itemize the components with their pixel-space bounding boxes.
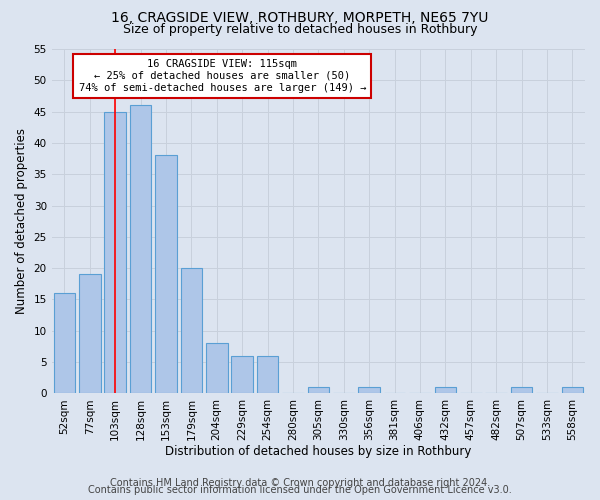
Bar: [206, 344, 227, 394]
Text: 16 CRAGSIDE VIEW: 115sqm
← 25% of detached houses are smaller (50)
74% of semi-d: 16 CRAGSIDE VIEW: 115sqm ← 25% of detach…: [79, 60, 366, 92]
Bar: [79, 274, 101, 394]
Bar: [562, 387, 583, 394]
Bar: [130, 106, 151, 394]
Y-axis label: Number of detached properties: Number of detached properties: [15, 128, 28, 314]
Bar: [358, 387, 380, 394]
Bar: [511, 387, 532, 394]
Text: Contains public sector information licensed under the Open Government Licence v3: Contains public sector information licen…: [88, 485, 512, 495]
Bar: [257, 356, 278, 394]
X-axis label: Distribution of detached houses by size in Rothbury: Distribution of detached houses by size …: [165, 444, 472, 458]
Text: Contains HM Land Registry data © Crown copyright and database right 2024.: Contains HM Land Registry data © Crown c…: [110, 478, 490, 488]
Bar: [434, 387, 456, 394]
Bar: [104, 112, 126, 394]
Bar: [308, 387, 329, 394]
Bar: [155, 156, 177, 394]
Bar: [232, 356, 253, 394]
Text: 16, CRAGSIDE VIEW, ROTHBURY, MORPETH, NE65 7YU: 16, CRAGSIDE VIEW, ROTHBURY, MORPETH, NE…: [112, 12, 488, 26]
Bar: [181, 268, 202, 394]
Bar: [53, 293, 75, 394]
Text: Size of property relative to detached houses in Rothbury: Size of property relative to detached ho…: [123, 22, 477, 36]
